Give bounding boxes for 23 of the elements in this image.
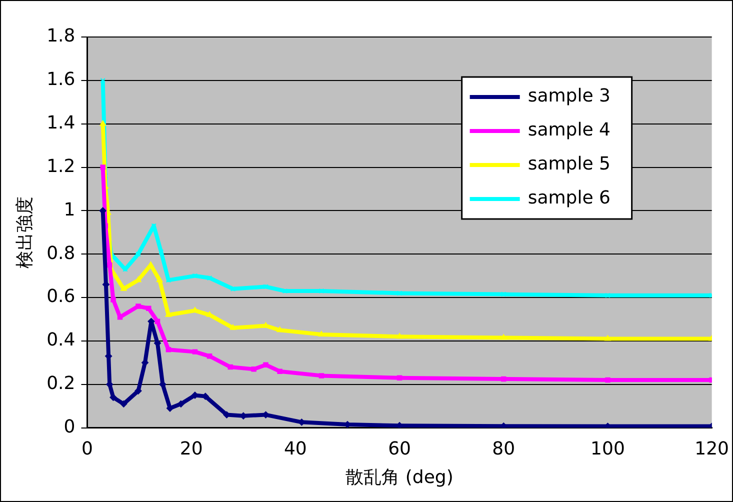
y-tick-label: 1.2 xyxy=(46,156,76,177)
x-tick-label: 120 xyxy=(694,438,729,460)
legend-label: sample 3 xyxy=(528,86,610,107)
y-tick-label: 0.4 xyxy=(46,330,76,351)
y-tick-label: 1.6 xyxy=(46,69,76,90)
legend-label: sample 5 xyxy=(528,154,610,175)
x-tick-label: 40 xyxy=(284,438,307,460)
y-tick-label: 1.8 xyxy=(46,26,76,47)
legend-label: sample 4 xyxy=(528,120,610,141)
y-tick-label: 1.4 xyxy=(46,112,76,134)
y-tick-label: 0 xyxy=(64,416,76,438)
x-axis-title: 散乱角 (deg) xyxy=(346,466,454,488)
legend-label: sample 6 xyxy=(528,188,610,209)
y-tick-label: 0.8 xyxy=(46,242,76,264)
x-tick-label: 100 xyxy=(590,438,625,460)
x-tick-label: 0 xyxy=(82,438,93,460)
y-tick-label: 0.2 xyxy=(46,373,76,394)
y-tick-label: 1 xyxy=(64,199,76,220)
x-tick-label: 80 xyxy=(492,438,516,460)
x-tick-label: 20 xyxy=(180,438,203,460)
y-tick-label: 0.6 xyxy=(46,286,76,308)
x-tick-label: 60 xyxy=(388,438,411,460)
y-axis-title: 検出強度 xyxy=(14,196,36,268)
